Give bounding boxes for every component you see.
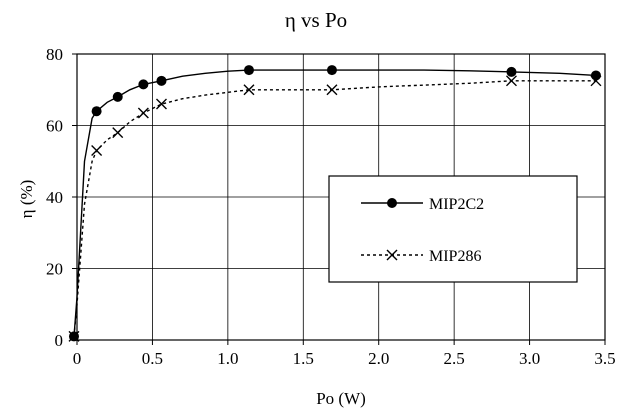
x-tick-label: 1.0 — [217, 349, 238, 368]
data-point-mip2c2 — [506, 66, 517, 77]
data-point-mip2c2 — [91, 106, 102, 117]
x-tick-label: 3.5 — [594, 349, 615, 368]
data-point-mip286 — [155, 98, 167, 110]
y-tick-label: 0 — [55, 331, 64, 350]
data-point-mip286 — [68, 330, 80, 342]
legend-label-mip2c2: MIP2C2 — [429, 196, 484, 213]
x-tick-label: 0.5 — [142, 349, 163, 368]
data-point-mip286 — [112, 127, 124, 139]
data-point-mip286 — [326, 84, 338, 96]
data-point-mip286 — [505, 75, 517, 87]
y-axis-label: η (%) — [17, 180, 36, 219]
x-tick-label: 1.5 — [293, 349, 314, 368]
legend-marker-mip286 — [386, 249, 398, 261]
x-axis-ticks: 0 0.5 1.0 1.5 2.0 2.5 3.0 3.5 — [73, 340, 616, 368]
x-tick-label: 2.0 — [368, 349, 389, 368]
data-point-mip2c2 — [138, 79, 149, 90]
y-tick-label: 60 — [46, 117, 63, 136]
y-tick-label: 80 — [46, 45, 63, 64]
legend-label-mip286: MIP286 — [429, 248, 481, 265]
data-point-mip2c2 — [156, 75, 167, 86]
x-tick-label: 3.0 — [519, 349, 540, 368]
data-point-mip286 — [243, 84, 255, 96]
data-point-mip2c2 — [326, 65, 337, 76]
y-tick-label: 20 — [46, 260, 63, 279]
data-point-mip2c2 — [243, 65, 254, 76]
x-tick-label: 0 — [73, 349, 82, 368]
chart-title: η vs Po — [285, 8, 347, 32]
data-point-mip286 — [137, 107, 149, 119]
data-point-mip286 — [590, 75, 602, 87]
series-line-mip286 — [73, 80, 596, 337]
legend: MIP2C2 MIP286 — [328, 175, 578, 283]
y-axis-ticks: 0 20 40 60 80 — [46, 45, 77, 350]
data-point-mip286 — [91, 145, 103, 157]
y-tick-label: 40 — [46, 188, 63, 207]
x-axis-label: Po (W) — [316, 389, 366, 408]
x-tick-label: 2.5 — [444, 349, 465, 368]
legend-marker-mip2c2 — [387, 198, 397, 208]
data-point-mip2c2 — [590, 70, 601, 81]
legend-box — [328, 175, 578, 283]
data-point-mip2c2 — [112, 91, 123, 102]
data-series — [68, 65, 602, 342]
